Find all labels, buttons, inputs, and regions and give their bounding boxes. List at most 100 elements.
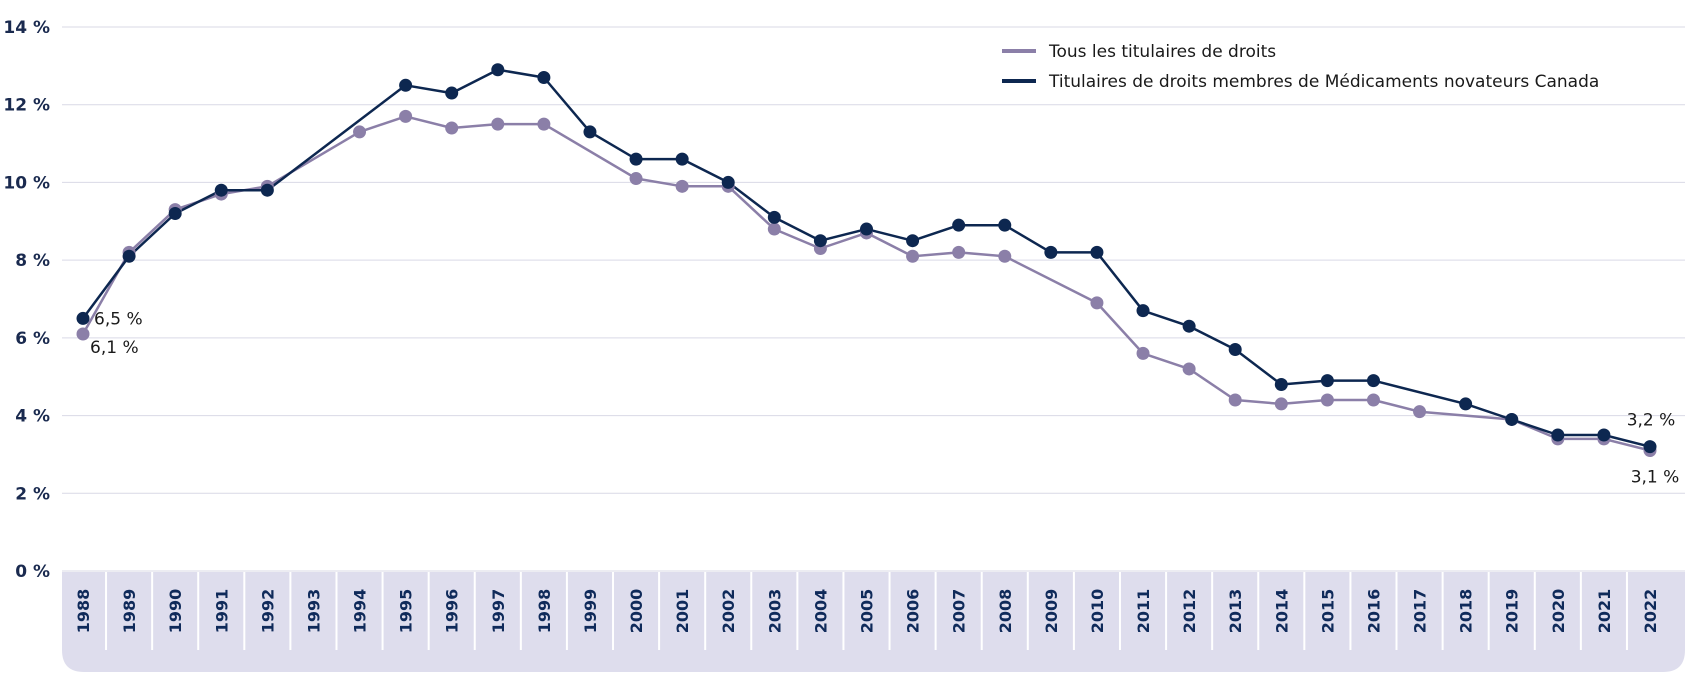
series-1-point [399,109,413,123]
x-tick-label: 1999 [581,589,600,634]
x-tick-label: 2018 [1457,589,1476,634]
series-2-point [214,183,228,197]
y-tick-label: 12 % [3,96,50,116]
series-2-point [906,234,920,248]
x-tick-label: 2007 [950,589,969,634]
x-axis-band [62,572,1685,672]
series-2-point [1136,304,1150,318]
y-tick-label: 6 % [15,329,50,349]
series-2-point [1044,245,1058,259]
series-2-point [860,222,873,236]
data-label: 6,5 % [94,309,143,329]
y-axis: 0 % 2 % 4 % 6 % 8 % 10 % 12 % 14 % [3,18,50,582]
series-2-point [76,311,90,325]
series-2-point [399,78,413,92]
x-tick-label: 2006 [904,589,923,634]
x-tick-label: 2016 [1364,589,1383,634]
y-tick-label: 8 % [15,251,50,271]
legend-label-1: Tous les titulaires de droits [1048,42,1276,62]
x-tick-label: 1989 [120,589,139,634]
x-tick-label: 1992 [258,589,277,634]
series-1-point [445,121,459,135]
x-tick-label: 2012 [1180,589,1199,634]
series-1-point [537,117,551,131]
x-tick-label: 2009 [1042,589,1061,634]
series-2-point [998,218,1012,232]
x-tick-label: 1988 [74,589,93,634]
x-tick-label: 1991 [212,589,231,634]
x-tick-label: 1993 [304,589,323,634]
x-tick-label: 2000 [627,589,646,634]
x-tick-label: 2017 [1411,589,1430,634]
x-tick-label: 1996 [443,589,462,634]
x-tick-label: 2015 [1318,589,1337,634]
series-1-point [998,249,1012,263]
x-tick-label: 2005 [858,589,877,634]
x-tick-label: 2008 [996,589,1015,634]
x-tick-label: 1995 [397,589,416,634]
series-2-point [1643,440,1657,454]
series-2-point [445,86,459,100]
x-tick-label: 2010 [1088,589,1107,634]
series-2-point [260,183,274,197]
series-1-point [1413,405,1427,419]
grid [62,26,1685,572]
series-2-point [1182,319,1196,333]
y-tick-label: 14 % [3,18,50,38]
series-2-point [1505,412,1519,426]
series-1-point [1366,393,1380,407]
series-2-point [1459,397,1473,411]
x-tick-label: 2021 [1595,589,1614,634]
series-2-point [1597,428,1611,442]
data-label: 3,1 % [1631,468,1680,488]
series-1-point [1320,393,1334,407]
data-label: 3,2 % [1627,411,1676,431]
series-line-1 [81,115,1651,452]
y-tick-label: 0 % [15,562,50,582]
data-labels: 6,5 % 6,1 % 3,2 % 3,1 % [90,309,1679,487]
series-2-point [168,207,182,221]
series-1-point [629,172,643,186]
series-2-point [537,71,551,85]
y-tick-label: 10 % [3,173,50,193]
series-1-point [952,245,966,259]
series-2-point [1320,374,1334,388]
x-tick-label: 1994 [351,589,370,634]
series-line-2 [81,68,1651,448]
x-tick-label: 2004 [811,589,830,634]
x-tick-label: 2001 [673,589,692,634]
series [76,63,1657,458]
series-1-point [1136,346,1150,360]
series-2-point [1274,377,1288,391]
y-tick-label: 4 % [15,407,50,427]
x-axis: 1988 1989 1990 1991 1992 1993 1994 1995 1996 1997… [74,589,1660,634]
series-2-point [1551,428,1565,442]
series-2-point [952,218,966,232]
x-tick-label: 2014 [1272,589,1291,634]
series-2-point [721,175,735,189]
series-1-point [767,222,781,236]
x-tick-label: 1997 [489,589,508,634]
x-tick-label: 2003 [765,589,784,634]
x-tick-label: 2011 [1134,589,1153,634]
x-tick-label: 1998 [535,589,554,634]
data-label: 6,1 % [90,338,139,358]
x-tick-label: 1990 [166,589,185,634]
series-2-point [813,234,827,248]
series-2-point [1090,245,1104,259]
series-2-point [767,210,781,224]
series-1-point [353,125,367,139]
series-2-point [491,63,505,77]
x-axis-band-background [62,572,1685,672]
series-1-point [1182,362,1196,376]
x-tick-label: 2002 [719,589,738,634]
series-1-point [1228,393,1242,407]
series-2-point [675,152,689,166]
series-1-point [1274,397,1288,411]
series-2-point [1228,343,1242,357]
series-1-point [675,179,689,193]
series-2-point [122,249,136,263]
series-1-point [76,327,90,341]
